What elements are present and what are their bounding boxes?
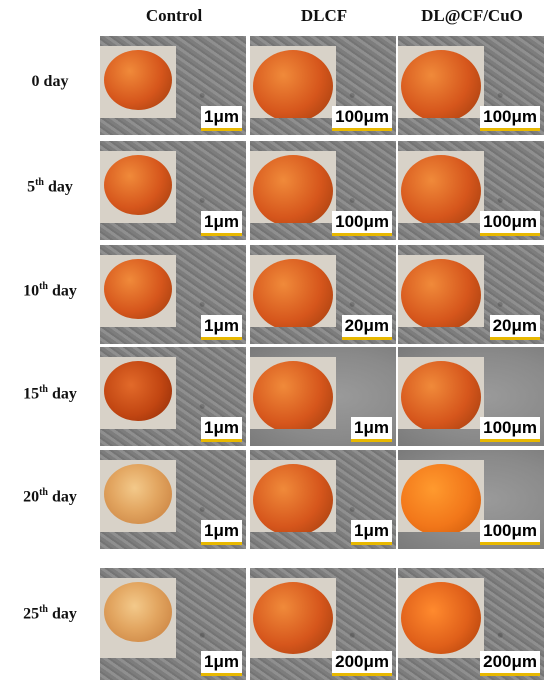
row-label-number: 0 [31,73,40,90]
sem-panel-dlcf-day-5: 100μm [250,141,396,240]
tomato-fruit [401,155,481,223]
sem-panel-control-day-0: 1μm [100,36,246,135]
scale-bar-label: 100μm [332,106,392,131]
sem-panel-dlcf-day-20: 1μm [250,450,396,549]
row-label-0: 0 day [0,73,100,91]
col-header-control: Control [145,6,203,25]
tomato-fruit [401,259,481,327]
scale-bar-label: 1μm [201,315,242,340]
tomato-fruit [253,582,333,654]
sem-panel-control-day-15: 1μm [100,347,246,446]
row-label-5: 5th day [0,177,100,196]
tomato-fruit [401,50,481,118]
tomato-fruit [401,361,481,429]
scale-bar-label: 200μm [480,651,540,676]
sem-panel-dlcf-cuo-day-5: 100μm [398,141,544,240]
tomato-fruit [104,464,172,524]
sem-panel-control-day-25: 1μm [100,568,246,680]
tomato-fruit [401,464,481,532]
tomato-photo [398,255,484,327]
tomato-photo [398,460,484,532]
sem-panel-dlcf-cuo-day-25: 200μm [398,568,544,680]
row-label-ordinal: th [39,487,48,498]
tomato-photo [100,578,176,658]
sem-panel-dlcf-day-25: 200μm [250,568,396,680]
row-label-10: 10th day [0,281,100,300]
sem-panel-dlcf-day-10: 20μm [250,245,396,344]
tomato-photo [398,578,484,658]
row-label-20: 20th day [0,487,100,506]
row-label-15: 15th day [0,384,100,403]
scale-bar-label: 1μm [351,520,392,545]
tomato-photo [100,460,176,532]
scale-bar-label: 20μm [489,315,540,340]
tomato-photo [250,578,336,658]
tomato-fruit [104,259,172,319]
row-label-number: 25 [23,605,40,623]
col-header-dlcf-cuo: DL@CF/CuO [421,6,523,25]
sem-panel-dlcf-cuo-day-10: 20μm [398,245,544,344]
tomato-fruit [104,361,172,421]
row-label-number: 10 [23,282,40,300]
row-label-suffix: day [39,73,69,90]
tomato-photo [250,255,336,327]
scale-bar-label: 1μm [201,106,242,131]
row-label-25: 25th day [0,604,100,623]
sem-panel-control-day-5: 1μm [100,141,246,240]
scale-bar-label: 100μm [480,520,540,545]
tomato-photo [250,151,336,223]
tomato-photo [100,151,176,223]
scale-bar-label: 1μm [201,211,242,236]
scale-bar-label: 100μm [480,417,540,442]
sem-panel-dlcf-cuo-day-20: 100μm [398,450,544,549]
sem-panel-dlcf-day-15: 1μm [250,347,396,446]
tomato-photo [100,255,176,327]
tomato-photo [398,151,484,223]
tomato-fruit [253,361,333,429]
row-label-suffix: day [48,282,77,300]
tomato-fruit [104,50,172,110]
col-header-dlcf: DLCF [300,6,348,25]
row-label-suffix: day [48,605,77,623]
scale-bar-label: 1μm [201,520,242,545]
row-label-number: 5 [27,178,36,196]
tomato-photo [398,357,484,429]
tomato-fruit [253,464,333,532]
tomato-photo [100,357,176,429]
row-label-suffix: day [48,385,77,403]
tomato-fruit [401,582,481,654]
scale-bar-label: 100μm [480,106,540,131]
sem-panel-dlcf-cuo-day-15: 100μm [398,347,544,446]
tomato-fruit [104,155,172,215]
scale-bar-label: 100μm [332,211,392,236]
tomato-photo [398,46,484,118]
sem-panel-dlcf-day-0: 100μm [250,36,396,135]
row-label-ordinal: th [35,177,44,188]
tomato-photo [250,357,336,429]
tomato-fruit [253,259,333,327]
tomato-photo [250,46,336,118]
row-label-suffix: day [44,178,73,196]
row-label-ordinal: th [39,384,48,395]
row-label-number: 15 [23,385,40,403]
row-label-ordinal: th [39,604,48,615]
tomato-photo [100,46,176,118]
sem-panel-control-day-10: 1μm [100,245,246,344]
scale-bar-label: 100μm [480,211,540,236]
tomato-fruit [253,50,333,118]
tomato-fruit [253,155,333,223]
sem-panel-control-day-20: 1μm [100,450,246,549]
scale-bar-label: 1μm [201,651,242,676]
row-label-suffix: day [48,488,77,506]
sem-panel-dlcf-cuo-day-0: 100μm [398,36,544,135]
scale-bar-label: 1μm [351,417,392,442]
row-label-number: 20 [23,488,40,506]
scale-bar-label: 200μm [332,651,392,676]
row-label-ordinal: th [39,281,48,292]
scale-bar-label: 20μm [341,315,392,340]
tomato-fruit [104,582,172,642]
scale-bar-label: 1μm [201,417,242,442]
tomato-photo [250,460,336,532]
